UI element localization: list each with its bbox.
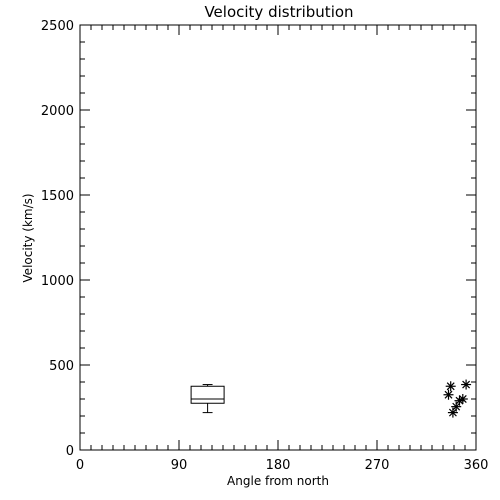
y-axis-title: Velocity (km/s) — [21, 193, 35, 282]
x-tick-label: 0 — [76, 458, 84, 473]
y-tick-label: 0 — [66, 444, 74, 459]
y-tick-label: 1500 — [41, 189, 74, 204]
data-point — [443, 389, 454, 400]
y-tick-label: 2000 — [41, 104, 74, 119]
data-point — [445, 381, 456, 392]
y-tick-label: 2500 — [41, 19, 74, 34]
axis-ticks — [79, 24, 477, 451]
x-tick-label: 180 — [266, 458, 291, 473]
x-tick-labels: 0 90 180 270 360 — [76, 458, 489, 473]
y-tick-labels: 0 500 1000 1500 2000 2500 — [41, 19, 74, 459]
x-tick-label: 90 — [171, 458, 188, 473]
y-tick-label: 500 — [49, 359, 74, 374]
x-axis-title: Angle from north — [227, 474, 329, 488]
box-plot — [190, 384, 225, 414]
x-tick-label: 360 — [464, 458, 489, 473]
plot-frame — [79, 24, 477, 451]
box-iqr — [190, 385, 225, 404]
data-point — [461, 379, 472, 390]
chart-title: Velocity distribution — [204, 3, 353, 21]
scatter-points — [443, 379, 472, 418]
data-point — [457, 394, 468, 404]
x-tick-label: 270 — [365, 458, 390, 473]
y-tick-label: 1000 — [41, 274, 74, 289]
